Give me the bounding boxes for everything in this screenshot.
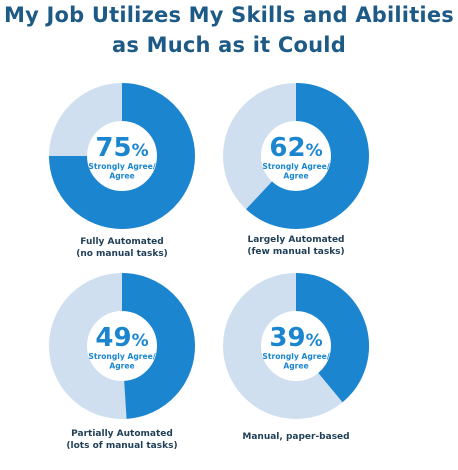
donut-value-percent-sign: %: [306, 331, 323, 351]
chart-title: My Job Utilizes My Skills and Abilities …: [0, 0, 458, 60]
donut-chart-partially-automated: 49% Strongly Agree/ Agree: [49, 273, 195, 419]
donut-value-caption-line-2: Agree: [109, 172, 134, 181]
donut-value-caption-line-2: Agree: [283, 362, 308, 371]
category-label-largely-automated: Largely Automated (few manual tasks): [206, 234, 386, 258]
category-label-line-1: Fully Automated: [80, 237, 164, 247]
donut-value-text: 62%: [269, 133, 322, 163]
donut-value-number: 49: [95, 323, 131, 353]
donut-value-caption-line-2: Agree: [109, 362, 134, 371]
donut-value-caption-line-1: Strongly Agree/: [262, 352, 329, 361]
category-label-fully-automated: Fully Automated (no manual tasks): [32, 236, 212, 260]
donut-panel-fully-automated: 75% Strongly Agree/ Agree Fully Automate…: [32, 80, 212, 280]
donut-value-text: 39%: [269, 323, 322, 353]
category-label-line-2: (no manual tasks): [76, 249, 168, 259]
category-label-line-1: Largely Automated: [247, 235, 345, 245]
donut-value-text: 75%: [95, 133, 148, 163]
donut-value-percent-sign: %: [132, 141, 149, 161]
donut-value-caption-line-1: Strongly Agree/: [262, 162, 329, 171]
donut-slice-agree: [295, 273, 369, 403]
donut-value-caption-line-1: Strongly Agree/: [88, 352, 155, 361]
donut-chart-fully-automated: 75% Strongly Agree/ Agree: [49, 83, 195, 229]
chart-title-line-2: as Much as it Could: [112, 33, 346, 57]
category-label-manual-paper-based: Manual, paper-based: [206, 431, 386, 443]
donut-value-caption-line-1: Strongly Agree/: [88, 162, 155, 171]
donut-slice-agree: [49, 83, 195, 229]
donut-panel-manual-paper-based: 39% Strongly Agree/ Agree Manual, paper-…: [206, 270, 386, 470]
chart-title-line-1: My Job Utilizes My Skills and Abilities: [4, 3, 454, 27]
category-label-line-1: Partially Automated: [71, 429, 173, 439]
donut-chart-largely-automated: 62% Strongly Agree/ Agree: [223, 83, 369, 229]
donut-value-number: 39: [269, 323, 305, 353]
donut-value-caption-line-2: Agree: [283, 172, 308, 181]
category-label-line-1: Manual, paper-based: [242, 432, 350, 442]
donut-value-number: 75: [95, 133, 131, 163]
donut-slice-agree: [121, 273, 195, 419]
donut-panel-largely-automated: 62% Strongly Agree/ Agree Largely Automa…: [206, 80, 386, 280]
donut-value-percent-sign: %: [306, 141, 323, 161]
category-label-line-2: (few manual tasks): [247, 247, 345, 257]
category-label-partially-automated: Partially Automated (lots of manual task…: [32, 428, 212, 452]
donut-value-percent-sign: %: [132, 331, 149, 351]
category-label-line-2: (lots of manual tasks): [66, 441, 178, 451]
donut-value-text: 49%: [95, 323, 148, 353]
donut-chart-manual-paper-based: 39% Strongly Agree/ Agree: [223, 273, 369, 419]
donut-value-number: 62: [269, 133, 305, 163]
donut-panel-partially-automated: 49% Strongly Agree/ Agree Partially Auto…: [32, 270, 212, 470]
donut-slice-agree: [246, 83, 369, 229]
